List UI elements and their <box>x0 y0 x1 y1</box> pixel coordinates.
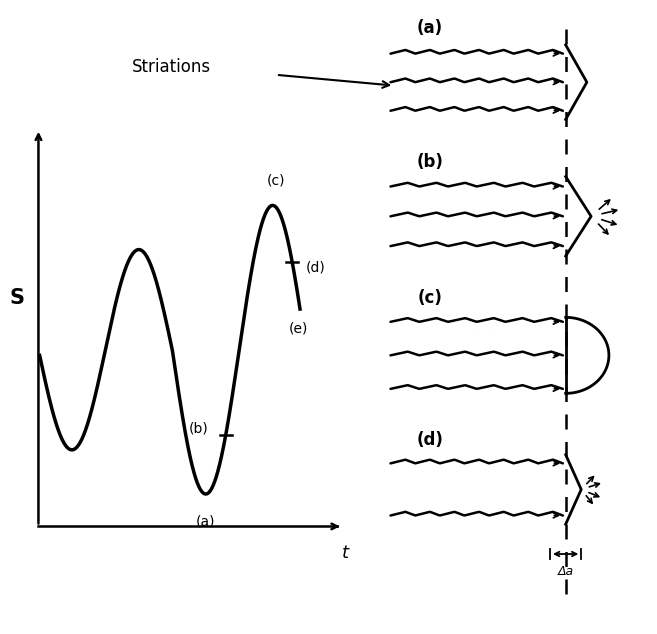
Text: (b): (b) <box>417 153 443 171</box>
Text: (c): (c) <box>267 174 285 188</box>
Text: (a): (a) <box>196 515 215 529</box>
Text: (a): (a) <box>417 18 443 37</box>
Text: (d): (d) <box>417 430 443 449</box>
Text: Striations: Striations <box>131 58 210 75</box>
Text: t: t <box>342 544 349 562</box>
Text: (e): (e) <box>289 322 309 336</box>
Text: (b): (b) <box>189 422 209 436</box>
Text: Δa: Δa <box>558 565 574 578</box>
Text: (d): (d) <box>306 261 325 275</box>
Text: (c): (c) <box>418 289 443 307</box>
Text: S: S <box>10 288 25 308</box>
